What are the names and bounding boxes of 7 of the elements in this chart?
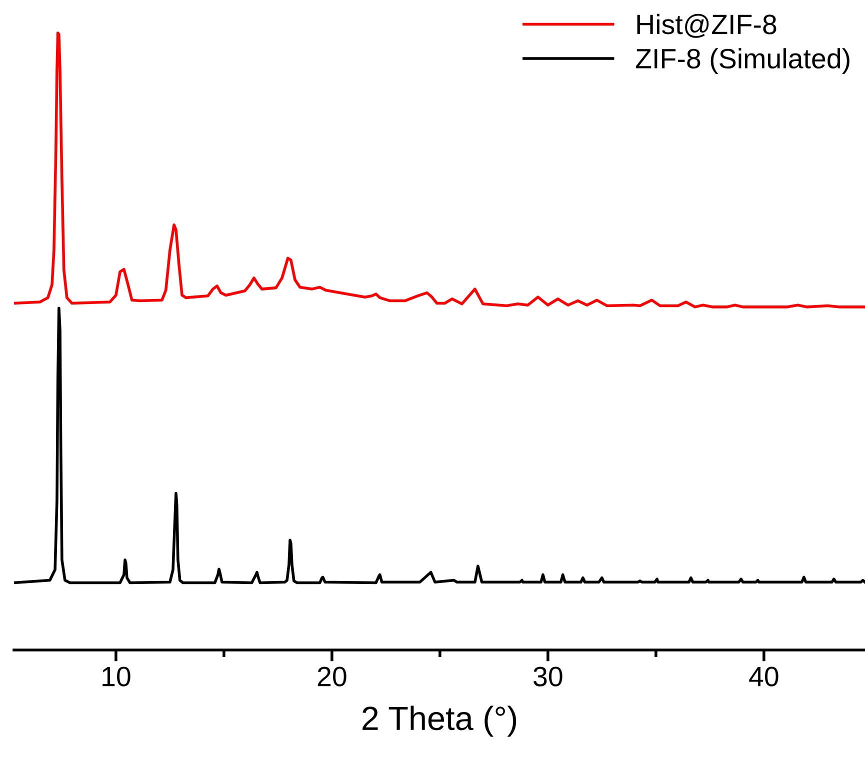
x-tick-label: 30: [534, 666, 562, 686]
x-axis-title: 2 Theta (°): [362, 706, 516, 737]
x-tick-label: 10: [102, 666, 130, 686]
x-tick-label: 40: [749, 666, 778, 686]
legend-label: ZIF-8 (Simulated): [636, 48, 850, 74]
legend-label: Hist@ZIF-8: [637, 14, 776, 38]
x-tick-label: 20: [318, 666, 346, 686]
